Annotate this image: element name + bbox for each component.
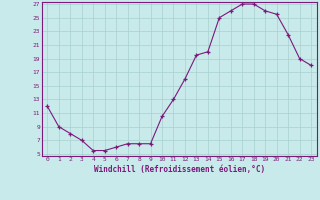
X-axis label: Windchill (Refroidissement éolien,°C): Windchill (Refroidissement éolien,°C) — [94, 165, 265, 174]
